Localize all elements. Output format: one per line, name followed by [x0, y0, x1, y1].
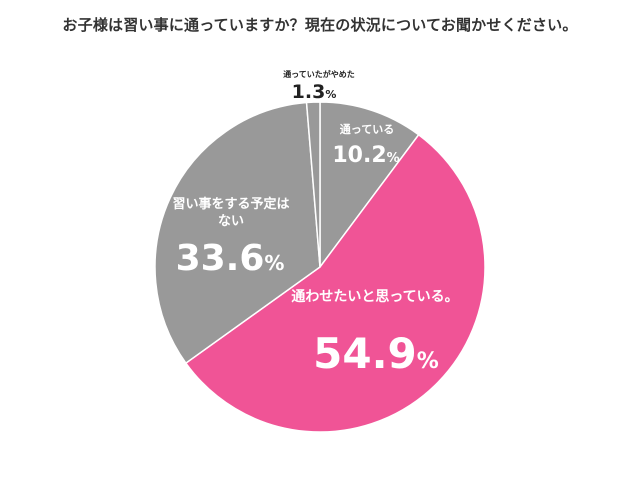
slice-value-stopped: 1.3%: [292, 81, 337, 103]
slice-label-attending: 通っている: [340, 123, 394, 136]
slice-value-attending-number: 10.2: [332, 143, 386, 168]
slice-no-plan: [154, 101, 321, 365]
slice-label-stopped: 通っていたがやめた: [283, 69, 355, 79]
chart-title: お子様は習い事に通っていますか？現在の状況についてお聞かせください。: [62, 16, 578, 34]
slice-value-no-plan: 33.6%: [176, 238, 285, 279]
slice-value-want-to-unit: %: [417, 349, 439, 374]
slice-value-no-plan-unit: %: [264, 251, 284, 275]
slice-value-stopped-number: 1.3: [292, 81, 326, 103]
slice-value-stopped-unit: %: [325, 88, 336, 101]
slice-want-to: [184, 133, 486, 433]
slice-stopped: [305, 101, 321, 268]
slice-value-want-to-number: 54.9: [313, 329, 417, 378]
slice-value-no-plan-number: 33.6: [176, 238, 265, 279]
slice-label-no-plan-line1: 習い事をする予定は: [172, 196, 289, 212]
slice-value-attending-unit: %: [387, 151, 400, 166]
slice-label-want-to: 通わせたいと思っている。: [291, 289, 458, 305]
slice-label-no-plan-line2: ない: [218, 214, 244, 229]
slice-attending: [319, 101, 420, 270]
slice-value-attending: 10.2%: [332, 143, 399, 168]
slice-value-want-to: 54.9%: [313, 329, 439, 378]
